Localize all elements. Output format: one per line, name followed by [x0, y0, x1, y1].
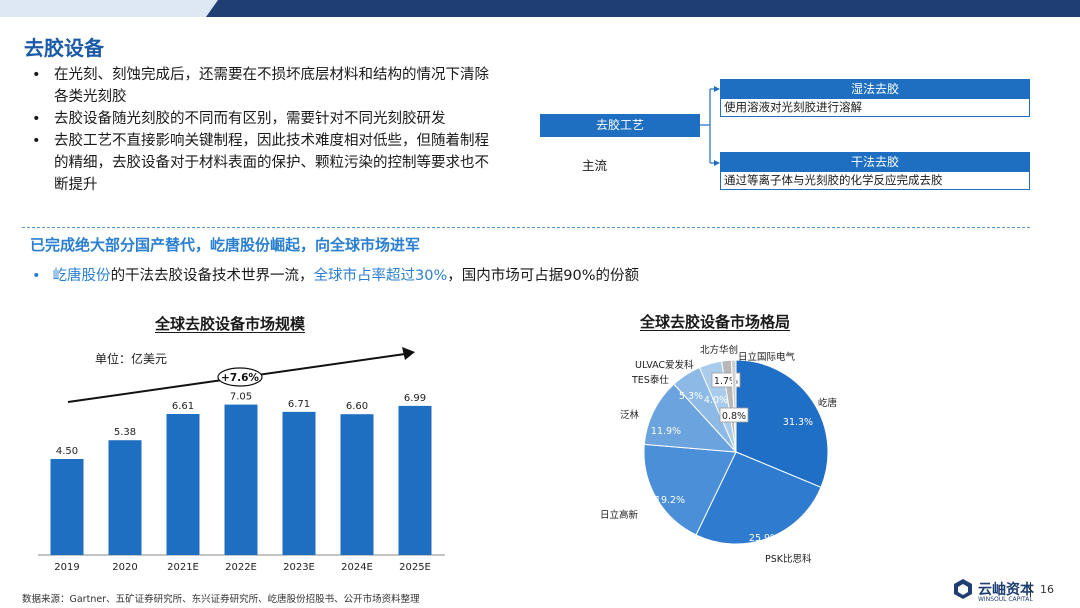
x-tick-label: 2025E — [399, 562, 431, 573]
bar-chart-title: 全球去胶设备市场规模 — [155, 315, 306, 333]
section-title: 已完成绝大部分国产替代，屹唐股份崛起，向全球市场进军 — [30, 236, 421, 254]
method-name: 干法去胶 — [721, 153, 1029, 172]
bar-value-label: 6.99 — [404, 393, 426, 404]
bar-2024E — [340, 414, 374, 555]
bar-value-label: 6.60 — [346, 401, 368, 412]
company-logo: 云岫资本 WINSOUL CAPITAL — [952, 578, 1034, 603]
bar-value-label: 6.71 — [288, 399, 310, 410]
bar-chart: 单位：亿美元 +7.6% 4.50 2019 5.38 2020 6.61 2021E 7.05… — [38, 347, 445, 573]
pie-slice — [643, 383, 738, 453]
dry-method-box: 干法去胶 通过等离子体与光刻胶的化学反应完成去胶 — [720, 152, 1030, 190]
slice-name-label: 屹唐 — [818, 397, 837, 409]
bar-2022E — [224, 404, 258, 555]
slice-name-label: 日立高新 — [600, 509, 639, 521]
page-title: 去胶设备 — [24, 36, 104, 60]
pie-slice — [643, 443, 737, 536]
method-desc: 通过等离子体与光刻胶的化学反应完成去胶 — [721, 172, 1029, 189]
bullet-item: • 去胶工艺不直接影响关键制程，因此技术难度相对低些，但随着制程的精细，去胶设备对… — [32, 133, 489, 193]
bar-value-label: 5.38 — [114, 427, 136, 438]
slice-name-label: TES泰仕 — [631, 374, 669, 386]
pie-slice — [735, 359, 829, 488]
growth-label: +7.6% — [221, 372, 259, 384]
unit-label: 单位：亿美元 — [95, 351, 167, 366]
slice-percent-label: 11.9% — [651, 426, 681, 437]
section-divider — [22, 227, 1030, 228]
slice-name-label: PSK比思科 — [765, 553, 812, 565]
method-desc: 使用溶液对光刻胶进行溶解 — [721, 99, 1029, 116]
pie-chart-title: 全球去胶设备市场格局 — [640, 313, 791, 331]
page-number: 16 — [1040, 583, 1054, 596]
slice-percent-label: 25.9% — [749, 533, 779, 544]
slice-percent-label: 19.2% — [655, 495, 685, 506]
logo-icon — [954, 579, 972, 599]
intro-bullets: • 在光刻、刻蚀完成后，还需要在不损坏底层材料和结构的情况下清除各类光刻胶 • 去胶… — [30, 64, 500, 196]
x-tick-label: 2022E — [225, 562, 257, 573]
slice-percent-label: 4.0% — [704, 395, 728, 406]
bar-value-label: 4.50 — [56, 446, 78, 457]
bar-value-label: 7.05 — [230, 392, 252, 403]
bar-value-label: 6.61 — [172, 401, 194, 412]
pie-slice — [695, 451, 822, 545]
bar-2019 — [50, 459, 84, 555]
slice-percent-label: 0.8% — [722, 411, 746, 422]
slice-name-label: 日立国际电气 — [738, 351, 796, 363]
method-name: 湿法去胶 — [721, 80, 1029, 99]
growth-badge — [217, 367, 263, 387]
bar-2025E — [398, 405, 432, 555]
pie-chart: 31.3% 屹唐 25.9% PSK比思科 19.2% 日立高新 11.9% 泛林 5.3% TE… — [600, 344, 837, 565]
slice-name-label: 北方华创 — [700, 344, 738, 356]
wet-method-box: 湿法去胶 使用溶液对光刻胶进行溶解 — [720, 79, 1030, 117]
section-bullet: • 屹唐股份的干法去胶设备技术世界一流，全球市占率超过30%，国内市场可占据90%… — [32, 268, 640, 284]
bar-2020 — [108, 440, 142, 555]
bullet-item: • 去胶设备随光刻胶的不同而有区别，需要针对不同光刻胶研发 — [32, 111, 446, 127]
pie-slice — [730, 359, 737, 453]
slice-label-box — [719, 407, 749, 423]
bar-2023E — [282, 411, 316, 555]
slice-percent-label: 5.3% — [679, 391, 703, 402]
growth-arrowhead — [402, 347, 415, 360]
mainstream-label: 主流 — [582, 158, 608, 173]
x-tick-label: 2023E — [283, 562, 315, 573]
slice-percent-label: 31.3% — [783, 417, 813, 428]
slice-name-label: ULVAC爱发科 — [635, 359, 694, 371]
slice-name-label: 泛林 — [620, 409, 640, 421]
bullet-item: • 在光刻、刻蚀完成后，还需要在不损坏底层材料和结构的情况下清除各类光刻胶 — [32, 67, 489, 105]
x-tick-label: 2024E — [341, 562, 373, 573]
top-banner — [0, 0, 1080, 17]
x-tick-label: 2019 — [54, 562, 79, 573]
slice-percent-label: 1.7% — [714, 376, 738, 387]
bar-2021E — [166, 413, 200, 555]
x-tick-label: 2021E — [167, 562, 199, 573]
x-tick-label: 2020 — [112, 562, 137, 573]
source-note: 数据来源：Gartner、五矿证券研究所、东兴证券研究所、屹唐股份招股书、公开市… — [22, 594, 420, 605]
process-root-box: 去胶工艺 — [540, 114, 700, 137]
page-separator — [1030, 582, 1031, 597]
